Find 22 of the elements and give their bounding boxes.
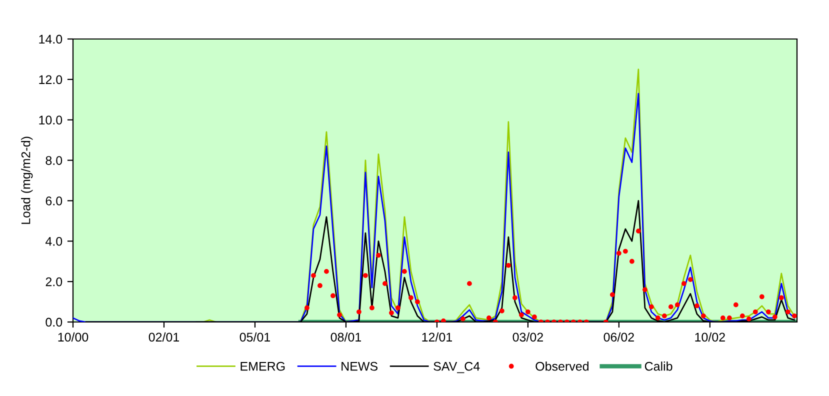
legend-label: Calib bbox=[644, 362, 672, 371]
y-tick-label: 4.0 bbox=[45, 236, 62, 246]
y-tick-label: 10.0 bbox=[39, 116, 62, 125]
x-tick-label: 02/01 bbox=[148, 332, 180, 342]
x-tick-label: 06/02 bbox=[604, 332, 634, 342]
y-axis-title: Load (mg/m2-d) bbox=[21, 136, 33, 224]
y-tick-label: 8.0 bbox=[46, 156, 62, 165]
x-tick-label: 10/00 bbox=[58, 332, 88, 342]
y-tick-label: 0.0 bbox=[46, 318, 62, 327]
y-tick-label: 6.0 bbox=[46, 196, 62, 206]
legend-label: Observed bbox=[536, 362, 588, 371]
y-tick-label: 12.0 bbox=[39, 75, 62, 84]
y-tick-label: 14.0 bbox=[39, 34, 62, 44]
x-tick-label: 08/01 bbox=[330, 332, 361, 342]
y-tick-label: 2.0 bbox=[46, 277, 62, 286]
legend-label: NEWS bbox=[342, 362, 378, 371]
x-tick-label: 03/02 bbox=[512, 332, 543, 342]
x-tick-label: 10/02 bbox=[695, 332, 725, 342]
x-tick-label: 05/01 bbox=[240, 332, 270, 342]
x-tick-label: 12/01 bbox=[422, 332, 452, 342]
legend-label: SAV_C4 bbox=[434, 362, 480, 374]
legend-label: EMERG bbox=[240, 362, 285, 371]
